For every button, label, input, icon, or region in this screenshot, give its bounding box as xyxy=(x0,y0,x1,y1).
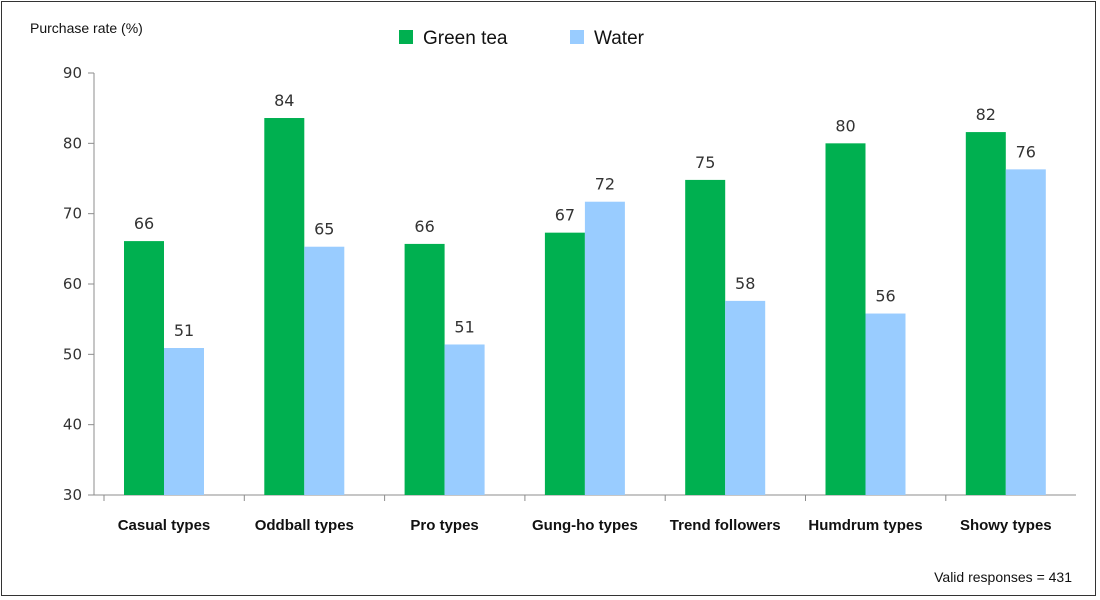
y-tick-label: 80 xyxy=(63,134,82,152)
data-label: 75 xyxy=(695,153,715,172)
bars xyxy=(124,118,1046,496)
x-tick-label: Trend followers xyxy=(670,517,781,534)
x-tick-label: Pro types xyxy=(410,517,478,534)
data-label: 80 xyxy=(835,116,855,135)
data-label: 56 xyxy=(875,287,895,306)
legend-label: Water xyxy=(594,28,645,49)
bar-water xyxy=(444,344,485,495)
y-axis-label: Purchase rate (%) xyxy=(30,20,143,36)
axes: 30 40 50 60 70 80 90 Casual types Oddball types P… xyxy=(63,64,1076,534)
bar-green-tea xyxy=(825,143,866,496)
y-tick-label: 60 xyxy=(63,275,82,293)
bar-green-tea xyxy=(124,241,164,495)
x-tick-label: Casual types xyxy=(118,517,211,534)
bar-water xyxy=(725,300,766,495)
data-label: 66 xyxy=(414,217,434,236)
bar-water xyxy=(584,201,625,495)
data-label: 58 xyxy=(735,274,755,293)
x-tick-label: Humdrum types xyxy=(808,517,922,534)
legend-swatch xyxy=(399,30,413,44)
data-label: 76 xyxy=(1016,142,1036,161)
x-tick-label: Gung-ho types xyxy=(532,517,638,534)
data-label: 51 xyxy=(454,317,474,336)
bar-green-tea xyxy=(264,118,305,495)
bar-green-tea xyxy=(404,243,445,495)
legend-swatch xyxy=(570,30,584,44)
data-label: 72 xyxy=(595,175,615,194)
y-tick-label: 40 xyxy=(63,416,82,434)
data-label: 65 xyxy=(314,220,334,239)
bar-green-tea xyxy=(544,232,585,495)
footnote: Valid responses = 431 xyxy=(934,569,1072,585)
bar-green-tea xyxy=(685,179,726,495)
data-label: 66 xyxy=(134,214,154,233)
y-tick-label: 30 xyxy=(63,486,82,504)
bar-water xyxy=(304,246,345,495)
data-labels: 66 51 84 65 66 51 67 72 75 58 80 56 82 76 xyxy=(134,91,1036,340)
bar-water xyxy=(164,348,204,495)
y-tick-label: 90 xyxy=(63,64,82,82)
x-tick-label: Showy types xyxy=(960,517,1052,534)
bar-water xyxy=(1005,169,1046,495)
data-label: 67 xyxy=(555,206,575,225)
bar-green-tea xyxy=(965,132,1006,495)
y-tick-label: 50 xyxy=(63,345,82,363)
y-tick-label: 70 xyxy=(63,205,82,223)
data-label: 51 xyxy=(174,321,194,340)
bar-water xyxy=(865,313,906,495)
legend-label: Green tea xyxy=(423,28,508,49)
x-tick-label: Oddball types xyxy=(255,517,354,534)
legend: Green tea Water xyxy=(399,28,645,49)
data-label: 84 xyxy=(274,91,294,110)
data-label: 82 xyxy=(976,105,996,124)
